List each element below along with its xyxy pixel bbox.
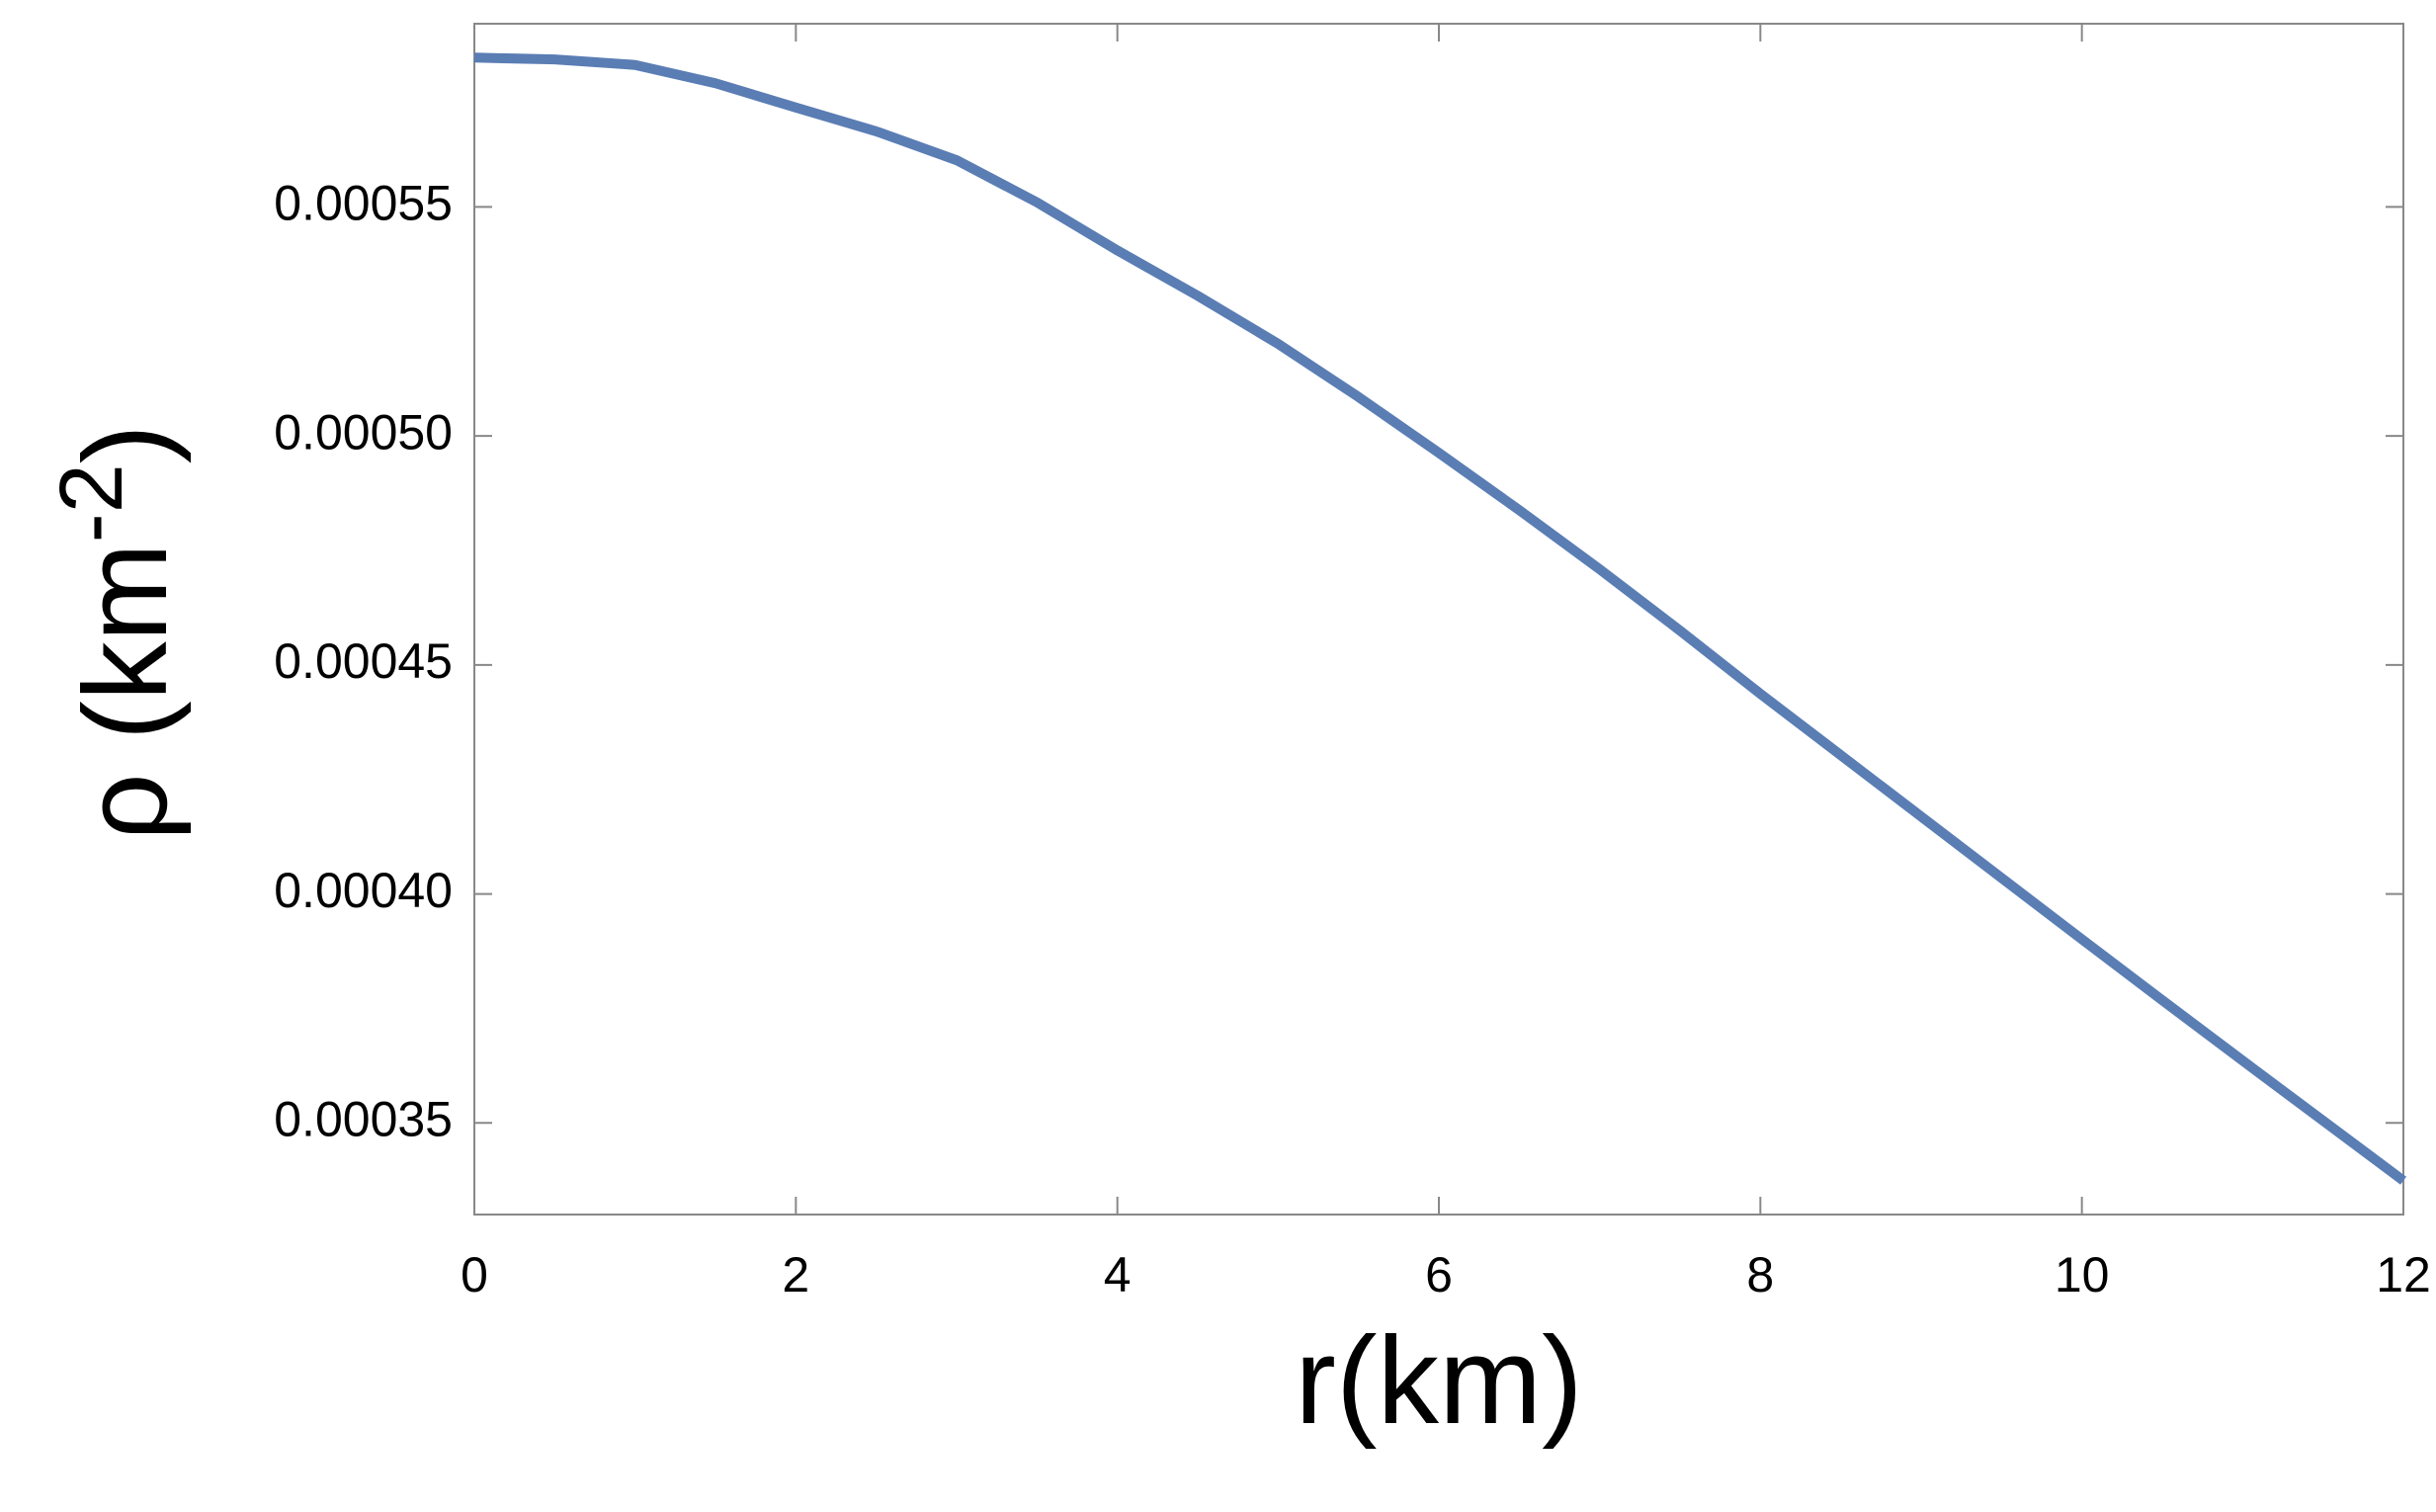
y-tick-label: 0.00045	[274, 633, 453, 689]
y-label-close: )	[59, 424, 192, 463]
y-tick-label: 0.00035	[274, 1092, 453, 1147]
plot-frame	[473, 23, 2404, 1216]
y-tick-label: 0.00055	[274, 176, 453, 231]
y-label-exponent: -2	[42, 463, 141, 543]
y-tick-label: 0.00040	[274, 863, 453, 918]
data-line	[473, 52, 2406, 1185]
x-tick-label: 4	[1104, 1247, 1132, 1302]
x-tick-label: 12	[2376, 1247, 2431, 1302]
y-label-main: ρ (km	[59, 543, 192, 841]
x-tick-label: 10	[2055, 1247, 2110, 1302]
x-tick-label: 2	[782, 1247, 809, 1302]
x-tick-label: 0	[461, 1247, 488, 1302]
x-axis-label: r(km)	[1295, 1312, 1583, 1450]
y-tick-label: 0.00050	[274, 404, 453, 460]
x-tick-label: 8	[1746, 1247, 1774, 1302]
y-axis-label: ρ (km-2)	[42, 424, 192, 841]
x-tick-label: 6	[1425, 1247, 1453, 1302]
